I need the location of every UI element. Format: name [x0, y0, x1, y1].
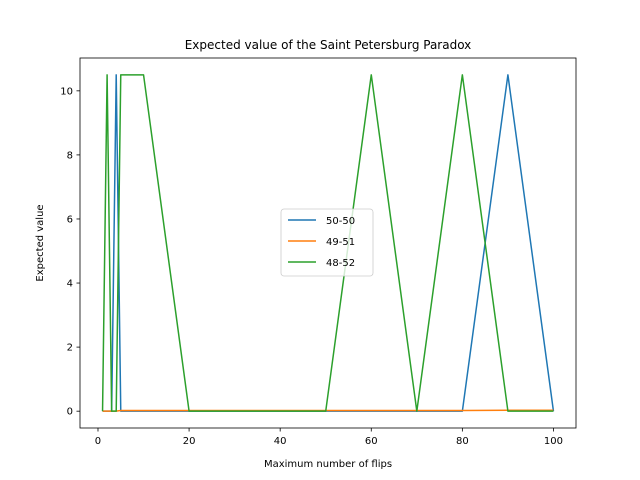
legend: 50-50 49-51 48-52 [280, 208, 374, 277]
legend-box [280, 208, 374, 277]
y-tick-label: 2 [67, 343, 73, 354]
x-tick-label: 40 [274, 436, 287, 447]
x-tick-label: 60 [365, 436, 378, 447]
y-tick-label: 4 [67, 279, 73, 290]
y-tick-label: 6 [67, 214, 73, 225]
x-tick-label: 80 [456, 436, 469, 447]
y-tick-label: 0 [67, 407, 73, 418]
y-tick-label: 8 [67, 150, 73, 161]
series-layer [101, 74, 555, 412]
series-line-48-52 [101, 74, 554, 412]
series-line-49-51 [102, 409, 554, 412]
chart-title: Expected value of the Saint Petersburg P… [185, 38, 472, 52]
ticks-layer: 0 20 40 60 80 100 0 2 4 6 8 10 [60, 86, 563, 447]
x-tick-label: 20 [183, 436, 196, 447]
x-axis-label: Maximum number of flips [264, 459, 392, 470]
y-axis-label: Expected value [35, 204, 46, 281]
x-tick-label: 100 [544, 436, 563, 447]
legend-label-48-52: 48-52 [326, 258, 355, 269]
axes-frame [79, 57, 577, 429]
x-tick-label: 0 [95, 436, 101, 447]
legend-label-50-50: 50-50 [326, 216, 355, 227]
y-tick-label: 10 [60, 86, 73, 97]
legend-label-49-51: 49-51 [326, 237, 355, 248]
